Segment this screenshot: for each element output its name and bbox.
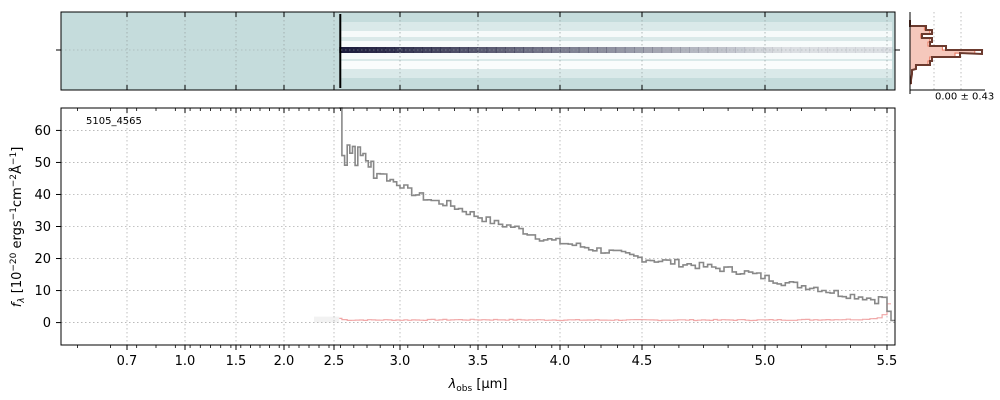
spectrum-2d-trace-segment (615, 47, 626, 53)
x-tick-label: 1.0 (175, 354, 196, 369)
spectrum-2d-trace-segment (882, 47, 893, 53)
y-axis-title-close: ] (10, 147, 25, 152)
y-tick-label: 50 (34, 156, 51, 171)
spectrum-1d-panel: 0.7 1.0 1.5 2.0 2.5 3.0 3.5 4.0 4.5 5.0 5.5 0 10 20 3… (9, 107, 898, 394)
spectrum-2d-trace-segment (753, 47, 764, 53)
spectrum-2d-start-edge (339, 14, 342, 88)
profile-annotation: 0.00 ± 0.43 (935, 91, 994, 102)
spectrum-2d-lower-band (341, 61, 892, 69)
spectrum-2d-trace-segment (459, 47, 469, 53)
y-axis-ticks: 0 10 20 30 40 50 60 (34, 124, 61, 331)
spectrum-2d-image (339, 14, 893, 88)
spectrum-2d-bright-band (341, 41, 892, 59)
y-axis-title-e4: −1 (9, 152, 19, 165)
profile-data-line (909, 20, 983, 84)
spectrum-2d-trace-segment (707, 47, 718, 53)
x-tick-label: 0.7 (117, 354, 138, 369)
y-axis-title-e1: −20 (9, 252, 19, 271)
spectrum-2d-trace-segment (855, 47, 865, 53)
spectrum-2d-trace-segment (790, 47, 801, 53)
x-axis-title: λobs [μm] (448, 377, 508, 394)
spectrum-2d-trace-segment (357, 47, 368, 53)
x-tick-label: 4.0 (550, 354, 571, 369)
y-axis-title: fλ [10−20 ergs−1cm−2Å−1] (9, 147, 27, 308)
x-tick-label: 4.5 (632, 354, 653, 369)
y-axis-title-e3: −2 (9, 174, 19, 187)
spectrum-2d-trace-segment (422, 47, 432, 53)
spectrum-2d-panel (56, 11, 900, 91)
spectrum-2d-trace-segment (486, 47, 497, 53)
spectrum-2d-trace-segment (431, 47, 442, 53)
y-axis-title-f: f (10, 300, 25, 307)
spectrum-2d-trace-segment (449, 47, 460, 53)
spectrum-2d-trace-segment (588, 47, 598, 53)
y-tick-label: 0 (43, 316, 51, 331)
spectrum-2d-trace-segment (763, 47, 773, 53)
x-axis-title-unit: [μm] (472, 377, 507, 392)
spectrum-2d-trace-segment (578, 47, 589, 53)
x-axis-title-sub: obs (456, 384, 472, 394)
spectrum-2d-trace-segment (680, 47, 690, 53)
x-tick-label: 5.0 (755, 354, 776, 369)
y-tick-label: 40 (34, 188, 51, 203)
spectrum-2d-trace-segment (845, 47, 856, 53)
x-axis-ticks: 0.7 1.0 1.5 2.0 2.5 3.0 3.5 4.0 4.5 5.0 5.5 (77, 108, 898, 369)
x-tick-label: 2.5 (324, 354, 345, 369)
y-axis-title-mid2: cm (10, 187, 25, 207)
x-tick-label: 2.0 (274, 354, 295, 369)
spectrum-2d-trace-segment (818, 47, 829, 53)
y-tick-label: 30 (34, 220, 51, 235)
flux-spectrum-line (339, 107, 895, 322)
spectrum-2d-trace-segment (541, 47, 552, 53)
error-spectrum-line (339, 303, 891, 322)
spectrum-2d-trace-segment (726, 47, 736, 53)
y-axis-title-mid3: Å (9, 165, 25, 174)
spectrum-2d-trace-segment (606, 47, 617, 53)
x-tick-label: 3.0 (390, 354, 411, 369)
spectrum-2d-trace-segment (799, 47, 810, 53)
spectrum-2d-trace-segment (366, 47, 377, 53)
spectrum-2d-trace-segment (523, 47, 534, 53)
spectrum-2d-trace-segment (495, 47, 506, 53)
spectrum-2d-trace-segment (643, 47, 653, 53)
y-tick-label: 10 (34, 284, 51, 299)
spectrum-2d-trace-segment (376, 47, 386, 53)
y-tick-label: 60 (34, 124, 51, 139)
x-tick-label: 5.5 (877, 354, 898, 369)
x-tick-label: 1.5 (226, 354, 247, 369)
x-axis-title-lambda: λ (448, 377, 457, 392)
spectrum-2d-trace-segment (661, 47, 672, 53)
spectrum-2d-trace-segment (698, 47, 709, 53)
spectrum-2d-trace-segment (670, 47, 681, 53)
spectrum-2d-grid (61, 12, 895, 90)
spectrum-2d-trace-segment (634, 47, 644, 53)
y-tick-label: 20 (34, 252, 51, 267)
y-axis-title-open: [10 (10, 272, 25, 298)
profile-panel: 0.00 ± 0.43 (909, 12, 994, 102)
spectrum-2d-trace-segment (403, 47, 414, 53)
masked-region (314, 316, 340, 323)
spectrum-2d-trace-segment (827, 47, 838, 53)
y-axis-title-sub: λ (17, 297, 27, 303)
y-axis-title-e2: −1 (9, 207, 19, 220)
x-tick-label: 3.5 (468, 354, 489, 369)
spectrum-2d-trace-segment (514, 47, 525, 53)
object-id-label: 5105_4565 (86, 116, 142, 127)
spectrum-2d-ticks (56, 12, 900, 90)
spectrum-2d-trace-segment (339, 47, 349, 53)
spectrum-2d-upper-band (341, 31, 892, 37)
spectrum-1d-grid (61, 108, 895, 345)
spectrum-2d-trace-segment (394, 47, 405, 53)
y-axis-title-mid1: ergs (10, 220, 25, 252)
spectrum-2d-trace-segment (735, 47, 746, 53)
spectrum-2d-trace-segment (551, 47, 561, 53)
